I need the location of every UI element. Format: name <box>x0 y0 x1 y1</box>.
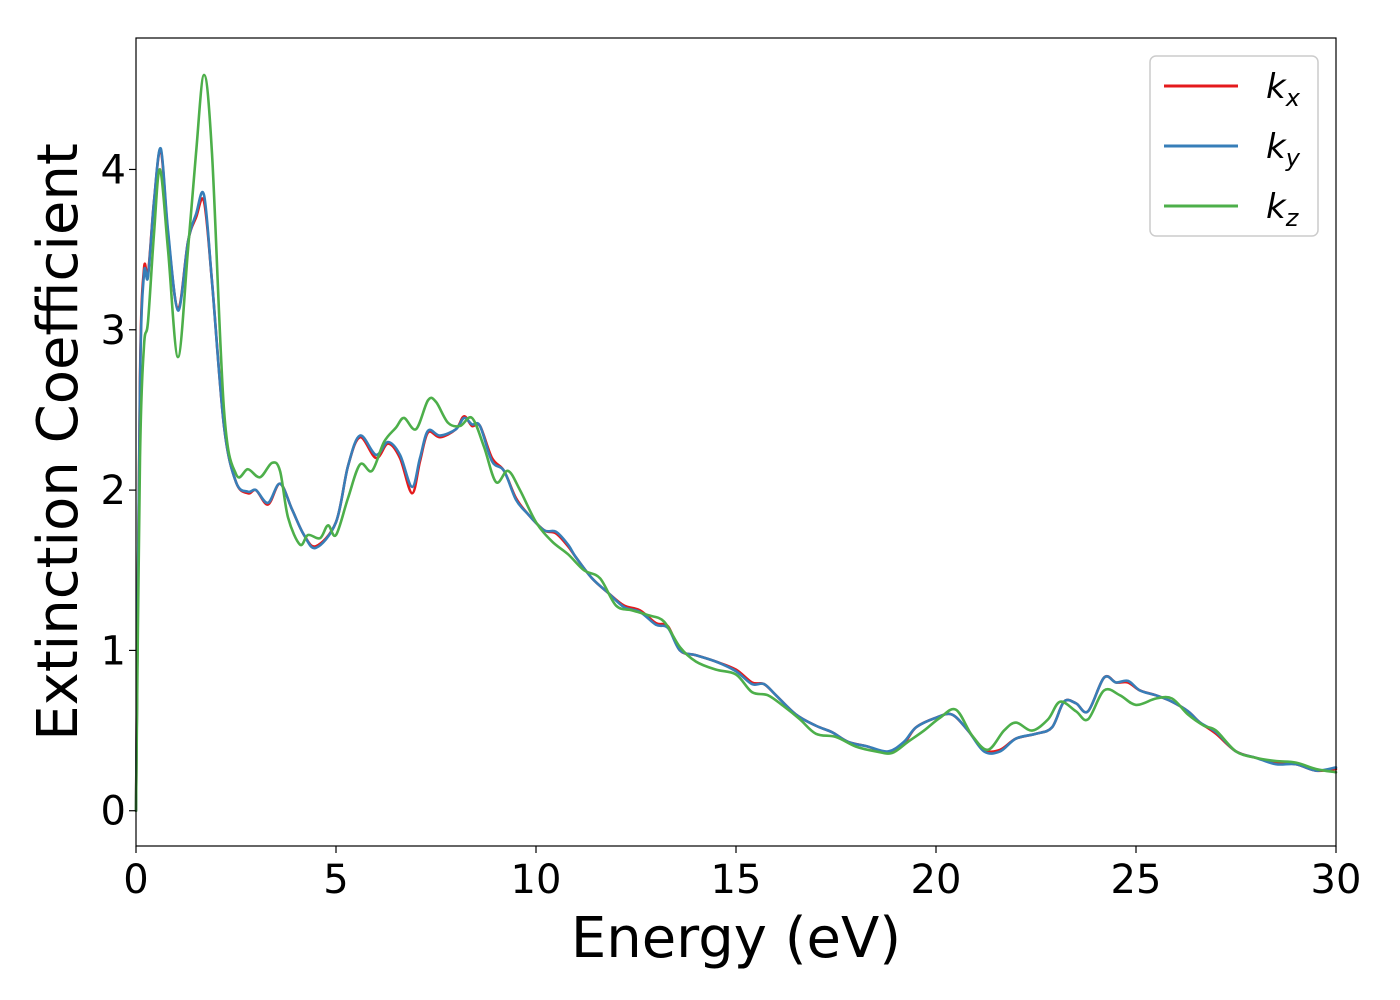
x-axis-title: Energy (eV) <box>571 906 901 971</box>
y-tick-label: 0 <box>101 789 126 835</box>
y-tick-label: 4 <box>101 147 126 193</box>
series-layer <box>134 73 1338 813</box>
plot-area <box>136 38 1336 846</box>
x-tick-label: 10 <box>511 857 562 903</box>
series-line-kz <box>134 73 1338 813</box>
y-axis: 0 1 2 3 4 <box>101 147 136 835</box>
x-tick-label: 0 <box>123 857 148 903</box>
y-tick-label: 1 <box>101 628 126 674</box>
x-tick-label: 30 <box>1311 857 1362 903</box>
x-tick-label: 15 <box>711 857 762 903</box>
x-axis: 0 5 10 15 20 25 30 <box>123 846 1361 903</box>
y-tick-label: 3 <box>101 308 126 354</box>
y-tick-label: 2 <box>101 468 126 514</box>
x-tick-label: 20 <box>911 857 962 903</box>
y-axis-title: Extinction Coefficient <box>26 143 91 741</box>
x-tick-label: 25 <box>1111 857 1162 903</box>
x-tick-label: 5 <box>323 857 348 903</box>
